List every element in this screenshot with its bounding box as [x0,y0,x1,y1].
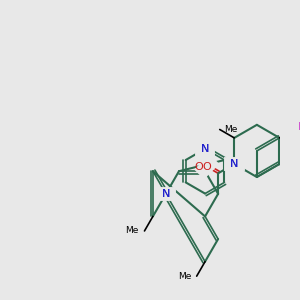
Text: O: O [194,162,203,172]
Text: Me: Me [125,226,139,236]
Text: N: N [230,159,238,169]
Text: N: N [230,159,238,169]
Text: N: N [201,144,209,154]
Text: O: O [202,162,211,172]
Text: Me: Me [224,125,238,134]
Text: F: F [298,122,300,132]
Text: N: N [162,189,170,199]
Text: N: N [201,144,209,154]
Text: N: N [162,189,170,199]
Text: Me: Me [178,272,191,280]
